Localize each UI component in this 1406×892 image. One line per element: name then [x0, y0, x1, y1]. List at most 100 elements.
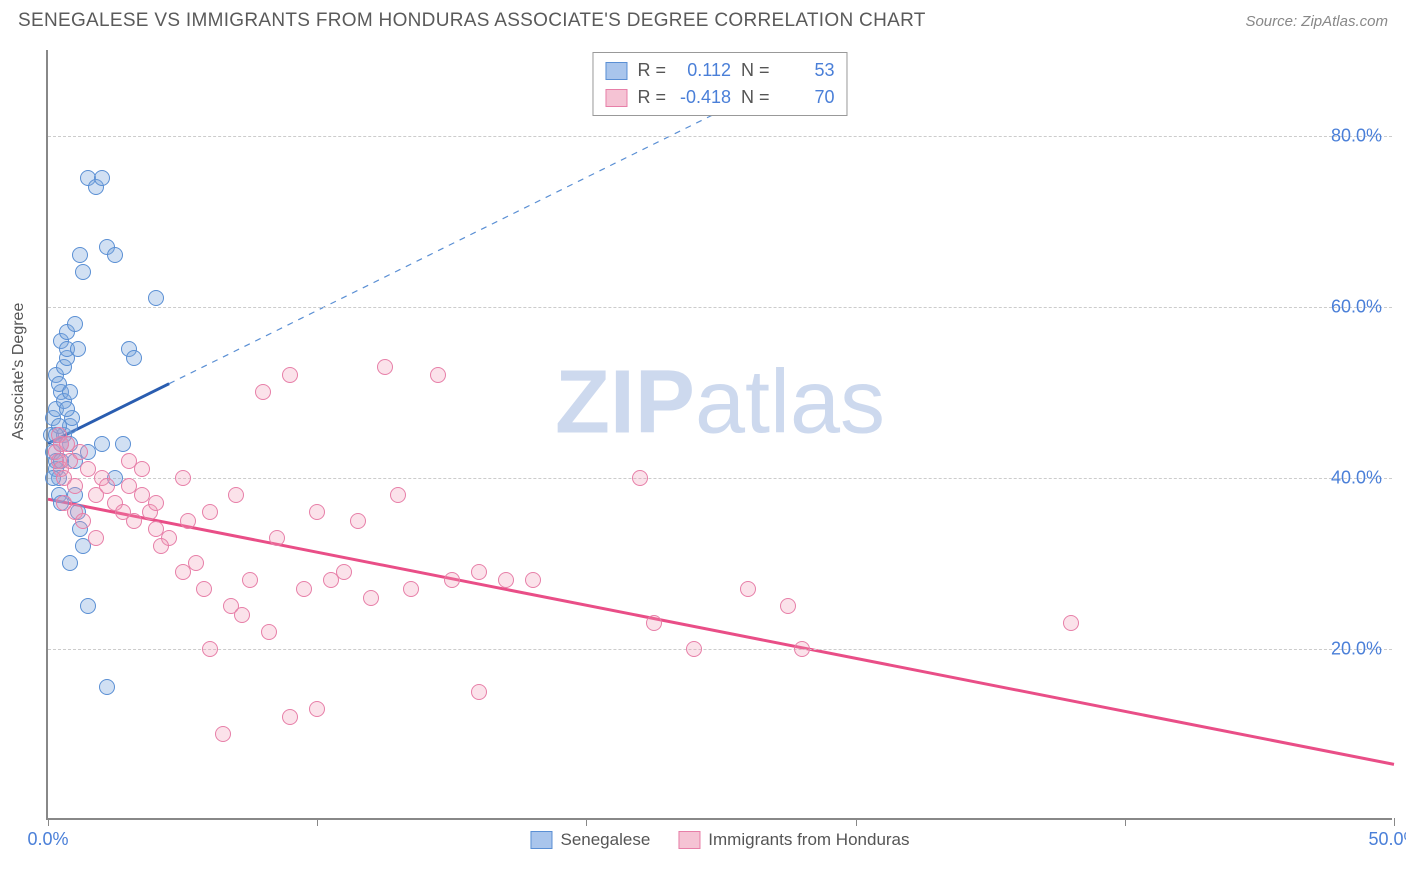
scatter-point — [646, 615, 662, 631]
scatter-point — [148, 290, 164, 306]
scatter-point — [430, 367, 446, 383]
scatter-point — [1063, 615, 1079, 631]
x-tick — [856, 818, 857, 826]
source-attribution: Source: ZipAtlas.com — [1245, 13, 1388, 30]
y-axis-label: Associate's Degree — [10, 303, 28, 440]
grid-line-h — [48, 478, 1392, 479]
scatter-point — [72, 247, 88, 263]
scatter-point — [234, 607, 250, 623]
chart-title: SENEGALESE VS IMMIGRANTS FROM HONDURAS A… — [18, 10, 926, 32]
x-tick — [317, 818, 318, 826]
y-tick-label: 80.0% — [1331, 125, 1382, 146]
scatter-point — [269, 530, 285, 546]
scatter-point — [309, 701, 325, 717]
swatch-pink-icon — [605, 89, 627, 107]
scatter-point — [62, 555, 78, 571]
scatter-point — [67, 478, 83, 494]
scatter-point — [75, 264, 91, 280]
scatter-point — [188, 555, 204, 571]
r-value-pink: -0.418 — [676, 84, 731, 111]
scatter-point — [153, 538, 169, 554]
n-label-blue: N = — [741, 57, 770, 84]
scatter-point — [261, 624, 277, 640]
scatter-point — [70, 341, 86, 357]
watermark-bold: ZIP — [555, 353, 695, 453]
scatter-point — [59, 436, 75, 452]
scatter-point — [148, 495, 164, 511]
legend-label-honduras: Immigrants from Honduras — [708, 830, 909, 850]
y-tick-label: 60.0% — [1331, 296, 1382, 317]
scatter-point — [444, 572, 460, 588]
legend-item-honduras: Immigrants from Honduras — [678, 830, 909, 850]
n-value-blue: 53 — [780, 57, 835, 84]
scatter-point — [740, 581, 756, 597]
legend-label-senegalese: Senegalese — [560, 830, 650, 850]
legend-item-senegalese: Senegalese — [530, 830, 650, 850]
x-tick — [586, 818, 587, 826]
scatter-point — [377, 359, 393, 375]
chart-plot-area: ZIPatlas R = 0.112 N = 53 R = -0.418 N =… — [46, 50, 1392, 820]
scatter-point — [336, 564, 352, 580]
legend-swatch-pink-icon — [678, 831, 700, 849]
r-label-blue: R = — [637, 57, 666, 84]
scatter-point — [350, 513, 366, 529]
scatter-point — [202, 504, 218, 520]
grid-line-h — [48, 649, 1392, 650]
scatter-point — [134, 461, 150, 477]
watermark-rest: atlas — [695, 353, 885, 453]
scatter-point — [632, 470, 648, 486]
scatter-point — [296, 581, 312, 597]
grid-line-h — [48, 136, 1392, 137]
scatter-point — [107, 247, 123, 263]
scatter-point — [126, 513, 142, 529]
scatter-point — [180, 513, 196, 529]
scatter-point — [471, 564, 487, 580]
x-tick — [1394, 818, 1395, 826]
scatter-point — [99, 478, 115, 494]
y-tick-label: 40.0% — [1331, 467, 1382, 488]
scatter-point — [202, 641, 218, 657]
n-label-pink: N = — [741, 84, 770, 111]
scatter-point — [80, 598, 96, 614]
scatter-point — [126, 350, 142, 366]
x-tick-label: 0.0% — [27, 829, 68, 850]
watermark: ZIPatlas — [555, 352, 885, 455]
trend-line — [169, 84, 775, 383]
scatter-point — [175, 470, 191, 486]
scatter-point — [72, 444, 88, 460]
scatter-point — [67, 316, 83, 332]
n-value-pink: 70 — [780, 84, 835, 111]
scatter-point — [196, 581, 212, 597]
scatter-point — [255, 384, 271, 400]
x-tick — [48, 818, 49, 826]
stats-legend: R = 0.112 N = 53 R = -0.418 N = 70 — [592, 52, 847, 116]
r-label-pink: R = — [637, 84, 666, 111]
scatter-point — [403, 581, 419, 597]
scatter-point — [228, 487, 244, 503]
scatter-point — [309, 504, 325, 520]
scatter-point — [88, 530, 104, 546]
scatter-point — [794, 641, 810, 657]
r-value-blue: 0.112 — [676, 57, 731, 84]
scatter-point — [75, 513, 91, 529]
scatter-point — [215, 726, 231, 742]
scatter-point — [242, 572, 258, 588]
legend-swatch-blue-icon — [530, 831, 552, 849]
scatter-point — [94, 170, 110, 186]
scatter-point — [94, 436, 110, 452]
x-tick-label: 50.0% — [1368, 829, 1406, 850]
x-tick — [1125, 818, 1126, 826]
scatter-point — [59, 401, 75, 417]
scatter-point — [175, 564, 191, 580]
scatter-point — [780, 598, 796, 614]
scatter-point — [498, 572, 514, 588]
scatter-point — [115, 436, 131, 452]
scatter-point — [471, 684, 487, 700]
scatter-point — [686, 641, 702, 657]
bottom-legend: Senegalese Immigrants from Honduras — [530, 830, 909, 850]
stats-row-blue: R = 0.112 N = 53 — [605, 57, 834, 84]
scatter-point — [390, 487, 406, 503]
stats-row-pink: R = -0.418 N = 70 — [605, 84, 834, 111]
scatter-point — [282, 367, 298, 383]
scatter-point — [525, 572, 541, 588]
